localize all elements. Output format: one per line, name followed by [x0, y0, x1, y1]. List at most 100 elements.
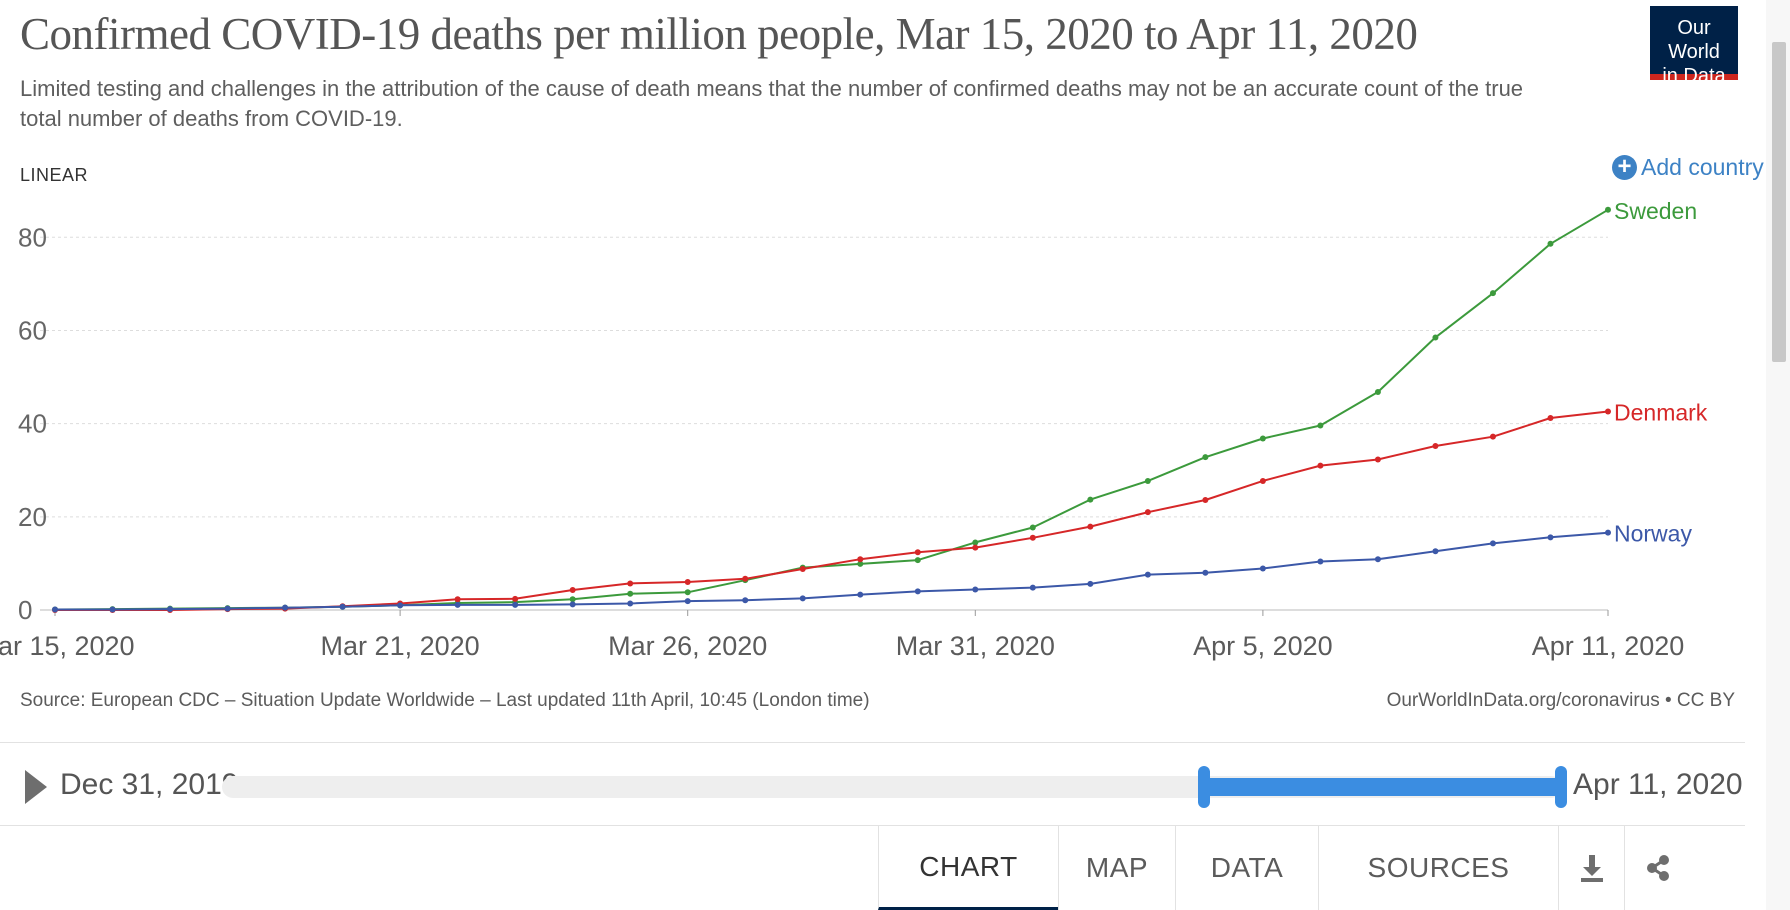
source-note[interactable]: Source: European CDC – Situation Update … [20, 690, 870, 711]
legend-label-sweden[interactable]: Sweden [1614, 198, 1697, 224]
data-point-norway[interactable] [972, 586, 979, 593]
data-point-norway[interactable] [1317, 558, 1324, 565]
data-point-denmark[interactable] [1029, 534, 1036, 541]
data-point-denmark[interactable] [512, 595, 519, 602]
data-point-norway[interactable] [109, 606, 116, 613]
y-tick-label: 0 [18, 595, 32, 625]
data-point-norway[interactable] [1374, 556, 1381, 563]
data-point-norway[interactable] [1144, 571, 1151, 578]
data-point-norway[interactable] [52, 606, 58, 613]
data-point-denmark[interactable] [684, 579, 691, 586]
data-point-norway[interactable] [167, 606, 174, 613]
logo-line-1: Our World [1668, 17, 1720, 63]
data-point-sweden[interactable] [1202, 454, 1209, 461]
data-point-norway[interactable] [454, 601, 461, 608]
data-point-denmark[interactable] [454, 596, 461, 603]
data-point-norway[interactable] [282, 604, 289, 611]
data-point-sweden[interactable] [1489, 290, 1496, 297]
timeline-selected-range[interactable] [1203, 778, 1561, 796]
data-point-sweden[interactable] [569, 596, 576, 603]
data-point-norway[interactable] [914, 588, 921, 595]
data-point-norway[interactable] [627, 600, 634, 607]
data-point-denmark[interactable] [569, 586, 576, 593]
data-point-norway[interactable] [1202, 569, 1209, 576]
data-point-norway[interactable] [1087, 580, 1094, 587]
data-point-norway[interactable] [1259, 565, 1266, 572]
data-point-norway[interactable] [512, 601, 519, 608]
data-point-sweden[interactable] [1087, 496, 1094, 503]
data-point-denmark[interactable] [1259, 477, 1266, 484]
play-icon[interactable] [25, 770, 47, 804]
data-point-norway[interactable] [857, 591, 864, 598]
data-point-denmark[interactable] [799, 566, 806, 572]
data-point-norway[interactable] [1489, 540, 1496, 547]
data-point-norway[interactable] [569, 601, 576, 608]
chart-subtitle: Limited testing and challenges in the at… [20, 76, 1524, 131]
scale-toggle[interactable]: LINEAR [20, 165, 89, 185]
x-tick-label: Apr 5, 2020 [1193, 631, 1333, 661]
download-button[interactable] [1558, 826, 1624, 910]
data-point-denmark[interactable] [1087, 523, 1094, 530]
data-point-sweden[interactable] [914, 557, 921, 564]
data-point-sweden[interactable] [1605, 206, 1611, 213]
data-point-sweden[interactable] [627, 590, 634, 597]
tab-chart[interactable]: CHART [878, 826, 1058, 910]
add-country-label: Add country [1641, 154, 1764, 180]
data-point-denmark[interactable] [972, 544, 979, 551]
series-line-sweden[interactable] [54, 208, 1609, 611]
x-tick-label: Mar 15, 2020 [0, 631, 135, 661]
tab-map[interactable]: MAP [1058, 826, 1175, 910]
data-point-norway[interactable] [397, 602, 404, 609]
data-point-sweden[interactable] [1547, 240, 1554, 247]
data-point-denmark[interactable] [1202, 497, 1209, 504]
series-line-denmark[interactable] [55, 410, 1609, 611]
timeline-end-handle[interactable] [1555, 766, 1567, 808]
data-point-sweden[interactable] [684, 589, 691, 596]
data-point-norway[interactable] [799, 595, 806, 602]
timeline-start-handle[interactable] [1198, 766, 1210, 808]
data-point-denmark[interactable] [627, 580, 634, 587]
share-icon [1646, 855, 1669, 881]
data-point-norway[interactable] [1605, 529, 1611, 536]
legend-label-denmark[interactable]: Denmark [1614, 400, 1708, 426]
data-point-sweden[interactable] [972, 539, 979, 546]
x-tick-label: Mar 21, 2020 [321, 631, 480, 661]
data-point-norway[interactable] [339, 603, 346, 610]
scrollbar-thumb[interactable] [1772, 42, 1786, 362]
data-point-norway[interactable] [684, 598, 691, 605]
data-point-sweden[interactable] [1317, 422, 1324, 429]
data-point-denmark[interactable] [1547, 415, 1554, 422]
data-point-sweden[interactable] [1144, 477, 1151, 484]
data-point-denmark[interactable] [1317, 462, 1324, 469]
timeline: Dec 31, 2019 Apr 11, 2020 [0, 760, 1745, 820]
data-point-denmark[interactable] [742, 575, 749, 582]
series-line-norway[interactable] [55, 531, 1609, 611]
site-link[interactable]: OurWorldInData.org/coronavirus • CC BY [1386, 690, 1735, 711]
data-point-denmark[interactable] [857, 556, 864, 563]
data-point-denmark[interactable] [1144, 509, 1151, 516]
data-point-norway[interactable] [1029, 584, 1036, 591]
x-tick-label: Apr 11, 2020 [1532, 631, 1685, 661]
x-tick-label: Mar 26, 2020 [608, 631, 767, 661]
data-point-sweden[interactable] [1374, 388, 1381, 395]
data-point-denmark[interactable] [1605, 408, 1611, 415]
data-point-denmark[interactable] [1489, 433, 1496, 440]
download-icon [1580, 855, 1603, 882]
data-point-sweden[interactable] [1029, 524, 1036, 531]
data-point-sweden[interactable] [1259, 435, 1266, 442]
data-point-norway[interactable] [224, 605, 231, 612]
data-point-denmark[interactable] [1374, 456, 1381, 463]
share-button[interactable] [1624, 826, 1690, 910]
legend-label-norway[interactable]: Norway [1614, 521, 1692, 547]
data-point-norway[interactable] [742, 597, 749, 604]
tab-sources[interactable]: SOURCES [1318, 826, 1558, 910]
owid-logo[interactable]: Our World in Data [1650, 6, 1738, 87]
data-point-sweden[interactable] [857, 560, 864, 567]
data-point-denmark[interactable] [914, 549, 921, 556]
add-country-button[interactable]: + Add country [1612, 154, 1764, 181]
data-point-norway[interactable] [1432, 548, 1439, 555]
data-point-sweden[interactable] [1432, 334, 1439, 341]
data-point-denmark[interactable] [1432, 443, 1439, 449]
tab-data[interactable]: DATA [1175, 826, 1318, 910]
data-point-norway[interactable] [1547, 534, 1554, 541]
